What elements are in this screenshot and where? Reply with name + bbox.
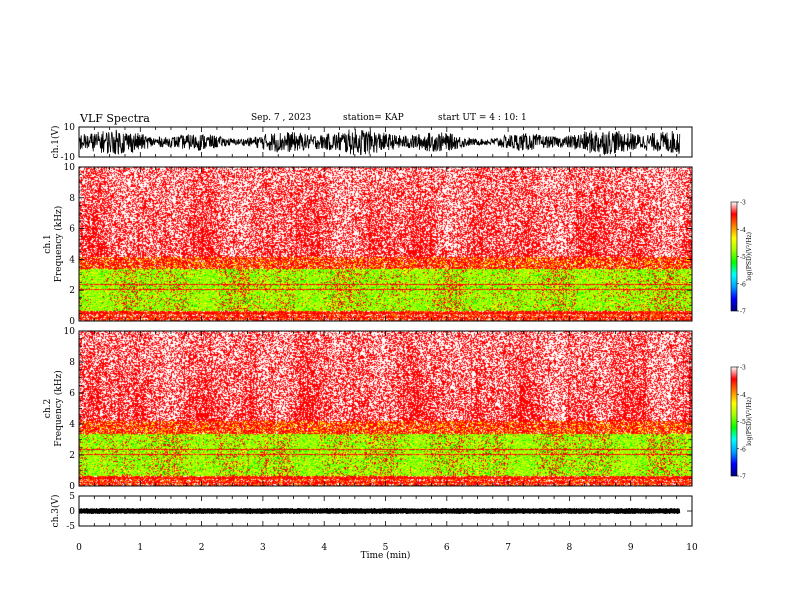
y-axis-label-line: Frequency (kHz) <box>53 370 64 447</box>
x-axis-label: Time (min) <box>361 550 411 561</box>
colorbar-tick-label: -7 <box>740 309 746 316</box>
colorbar-ch1 <box>730 201 738 312</box>
colorbar-label-text: log(PSD)(V²/Hz) <box>746 232 753 281</box>
colorbar-tick-label: -5 <box>740 419 746 426</box>
y-tick-label: 4 <box>69 255 75 265</box>
colorbar-label-ch2: log(PSD)(V²/Hz) <box>746 397 753 446</box>
y-tick-label: 8 <box>69 358 75 368</box>
y-axis-label-line: ch.1(V) <box>50 126 61 159</box>
y-tick-label: -5 <box>66 522 75 532</box>
colorbar-tick-label: -6 <box>740 281 746 288</box>
x-tick-label: 8 <box>567 543 573 553</box>
y-axis-label-line: ch.1 <box>43 234 53 253</box>
colorbar-tick-label: -3 <box>740 365 746 372</box>
y-tick-label: 10 <box>64 327 76 337</box>
ch1-waveform <box>78 129 681 156</box>
y-tick-label: 2 <box>69 451 75 461</box>
colorbar-tick-label: -3 <box>740 200 746 207</box>
y-tick-label: 0 <box>69 317 75 327</box>
ch1-voltage-axis-label: ch.1(V) <box>50 126 61 159</box>
y-tick-label: 4 <box>69 420 75 430</box>
colorbar-tick-label: -7 <box>740 474 746 481</box>
x-tick-label: 3 <box>260 543 266 553</box>
colorbar-tick-label: -6 <box>740 446 746 453</box>
spectrogram-ch2 <box>79 331 692 486</box>
x-tick-label: 1 <box>137 543 143 553</box>
station-label: station= KAP <box>343 113 404 123</box>
start-ut-label: start UT = 4 : 10: 1 <box>438 113 527 123</box>
colorbar-label-text: log(PSD)(V²/Hz) <box>746 397 753 446</box>
y-tick-label: 5 <box>69 492 75 502</box>
x-tick-label: 0 <box>76 543 82 553</box>
figure-title: VLF Spectra <box>80 112 150 125</box>
colorbar-tick-label: -5 <box>740 254 746 261</box>
ch2-frequency-axis-label: ch.2 Frequency (kHz) <box>43 370 64 447</box>
x-tick-label: 5 <box>383 543 389 553</box>
y-axis-label-line: ch.2 <box>43 399 53 418</box>
y-axis-label-line: Frequency (kHz) <box>53 206 64 283</box>
y-tick-label: 2 <box>69 286 75 296</box>
y-tick-label: 6 <box>69 389 75 399</box>
x-tick-label: 10 <box>686 543 698 553</box>
colorbar-label-ch1: log(PSD)(V²/Hz) <box>746 232 753 281</box>
x-tick-label: 4 <box>321 543 327 553</box>
colorbar-tick-label: -4 <box>740 227 746 234</box>
x-tick-label: 6 <box>444 543 450 553</box>
y-tick-label: 8 <box>69 194 75 204</box>
y-tick-label: 0 <box>69 507 75 517</box>
x-tick-label: 7 <box>505 543 511 553</box>
spectrogram-ch1 <box>79 167 692 321</box>
ch1-frequency-axis-label: ch.1 Frequency (kHz) <box>43 206 64 283</box>
ch3-waveform <box>78 507 681 515</box>
ch3-voltage-axis-label: ch.3(V) <box>50 495 61 528</box>
y-tick-label: 0 <box>69 482 75 492</box>
y-axis-label-line: ch.3(V) <box>50 495 61 528</box>
date-label: Sep. 7 , 2023 <box>251 113 312 123</box>
y-tick-label: 10 <box>64 123 76 133</box>
x-tick-label: 9 <box>628 543 634 553</box>
x-tick-label: 2 <box>199 543 205 553</box>
y-tick-label: -10 <box>61 153 76 163</box>
colorbar-ch2 <box>730 366 738 477</box>
colorbar-tick-label: -4 <box>740 392 746 399</box>
y-tick-label: 6 <box>69 225 75 235</box>
y-tick-label: 10 <box>64 163 76 173</box>
